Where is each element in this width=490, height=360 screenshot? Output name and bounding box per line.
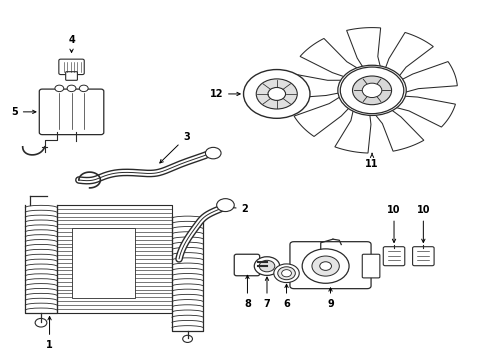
Text: 1: 1: [46, 316, 53, 350]
Polygon shape: [294, 96, 350, 136]
Circle shape: [282, 270, 292, 277]
Circle shape: [352, 76, 392, 105]
FancyBboxPatch shape: [234, 254, 260, 276]
Polygon shape: [287, 73, 343, 98]
Polygon shape: [335, 109, 371, 153]
Polygon shape: [346, 28, 381, 68]
Circle shape: [244, 69, 310, 118]
Text: 7: 7: [264, 277, 270, 309]
Circle shape: [302, 249, 349, 283]
Circle shape: [274, 264, 299, 283]
Circle shape: [79, 85, 88, 91]
Circle shape: [205, 147, 221, 159]
Text: 3: 3: [160, 132, 190, 163]
Circle shape: [254, 257, 280, 275]
FancyBboxPatch shape: [66, 72, 77, 80]
Text: 9: 9: [327, 288, 334, 309]
Polygon shape: [300, 39, 359, 77]
FancyBboxPatch shape: [290, 242, 371, 289]
Circle shape: [338, 65, 406, 116]
Text: 11: 11: [365, 153, 379, 169]
Circle shape: [278, 267, 295, 280]
Circle shape: [362, 83, 382, 98]
Polygon shape: [394, 96, 455, 127]
Circle shape: [320, 262, 331, 270]
Circle shape: [268, 87, 286, 100]
Circle shape: [340, 67, 404, 114]
Circle shape: [35, 319, 47, 327]
Text: 10: 10: [387, 206, 401, 243]
Circle shape: [259, 260, 275, 272]
Text: 4: 4: [68, 35, 75, 53]
Circle shape: [183, 335, 193, 342]
Polygon shape: [385, 32, 433, 77]
Polygon shape: [401, 62, 457, 93]
FancyBboxPatch shape: [59, 59, 84, 75]
FancyBboxPatch shape: [362, 254, 380, 278]
Circle shape: [312, 256, 339, 276]
Bar: [72, 228, 135, 298]
Bar: [57, 205, 172, 313]
Text: 12: 12: [210, 89, 240, 99]
Text: 5: 5: [11, 107, 36, 117]
FancyBboxPatch shape: [413, 247, 434, 266]
Text: 10: 10: [416, 206, 430, 243]
Polygon shape: [374, 109, 424, 151]
FancyBboxPatch shape: [39, 89, 104, 135]
Text: 6: 6: [283, 284, 290, 309]
FancyBboxPatch shape: [383, 247, 405, 266]
Circle shape: [67, 85, 76, 91]
Circle shape: [55, 85, 64, 91]
Circle shape: [256, 79, 297, 109]
Text: 8: 8: [244, 275, 251, 309]
Text: 2: 2: [227, 204, 248, 214]
Circle shape: [217, 199, 234, 212]
